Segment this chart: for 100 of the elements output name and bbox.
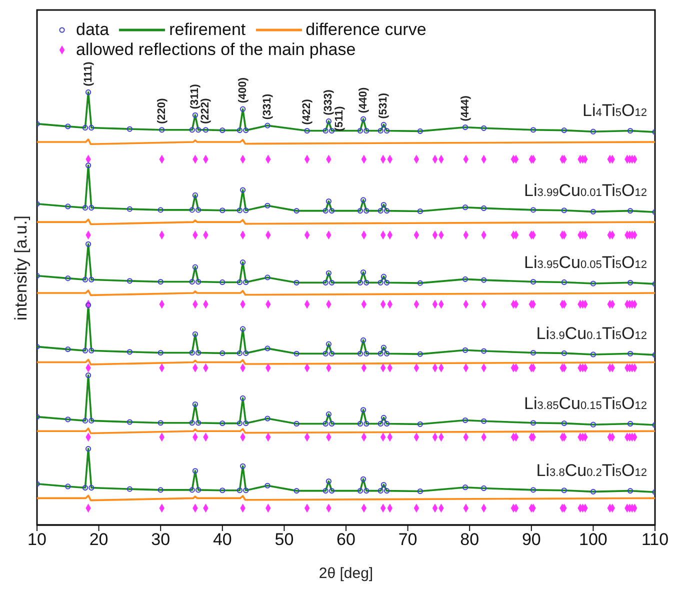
point bbox=[65, 416, 71, 422]
point bbox=[322, 128, 328, 134]
point bbox=[85, 446, 92, 452]
point bbox=[294, 208, 300, 214]
point bbox=[364, 128, 370, 134]
point bbox=[158, 420, 164, 426]
point bbox=[88, 204, 94, 211]
x-tick-label: 30 bbox=[151, 530, 170, 550]
point bbox=[357, 420, 364, 427]
point bbox=[88, 276, 94, 282]
x-tick-label: 100 bbox=[579, 530, 608, 550]
point bbox=[240, 326, 246, 332]
annotation: (220) bbox=[156, 98, 168, 124]
point bbox=[462, 417, 468, 424]
point bbox=[360, 197, 366, 203]
point bbox=[294, 350, 300, 356]
x-tick-label: 40 bbox=[212, 530, 232, 550]
point bbox=[88, 484, 94, 491]
point bbox=[236, 420, 243, 426]
point bbox=[158, 278, 164, 285]
annotation: Li$_{3.99}$Cu$_{0.01}$Ti$_{5}$O$_{12}$ bbox=[524, 180, 647, 200]
point bbox=[82, 204, 88, 211]
point bbox=[328, 350, 335, 356]
point bbox=[294, 488, 300, 494]
point bbox=[236, 279, 243, 286]
point bbox=[196, 278, 202, 285]
point bbox=[264, 274, 270, 280]
point bbox=[294, 420, 300, 427]
point bbox=[82, 124, 88, 131]
point bbox=[417, 351, 423, 357]
point bbox=[304, 128, 310, 134]
point bbox=[85, 302, 92, 308]
point bbox=[590, 352, 596, 358]
point bbox=[590, 488, 596, 494]
annotation: (311) bbox=[189, 84, 202, 110]
x-tick-label: 10 bbox=[28, 530, 46, 550]
point bbox=[88, 418, 94, 424]
point bbox=[384, 488, 390, 494]
point bbox=[357, 128, 364, 134]
annotation: (531) bbox=[378, 92, 390, 119]
point bbox=[236, 208, 243, 214]
point bbox=[326, 118, 332, 124]
point bbox=[357, 488, 364, 494]
point bbox=[481, 418, 487, 424]
point bbox=[378, 488, 384, 494]
point bbox=[326, 341, 332, 347]
point bbox=[384, 128, 390, 134]
point bbox=[240, 187, 246, 193]
point bbox=[158, 207, 164, 213]
annotation: (440) bbox=[357, 87, 370, 114]
point bbox=[364, 350, 370, 356]
point bbox=[220, 350, 226, 356]
point bbox=[322, 280, 328, 286]
point bbox=[82, 276, 88, 282]
point bbox=[236, 488, 243, 494]
point bbox=[561, 488, 567, 494]
legend-label: refirement bbox=[169, 20, 246, 40]
point bbox=[243, 488, 249, 494]
annotation: Li$_{3.95}$Cu$_{0.05}$Ti$_{5}$O$_{12}$ bbox=[524, 252, 647, 272]
annotation: (333) bbox=[322, 89, 335, 116]
point bbox=[417, 421, 423, 427]
point bbox=[220, 208, 226, 214]
point bbox=[264, 202, 270, 208]
annotation: Li$_{3.9}$Cu$_{0.1}$Ti$_{5}$O$_{12}$ bbox=[536, 323, 647, 342]
point bbox=[417, 280, 423, 286]
annotation: (422) bbox=[301, 98, 314, 125]
point bbox=[530, 278, 536, 285]
point bbox=[264, 122, 270, 128]
point bbox=[158, 487, 164, 493]
point bbox=[158, 350, 164, 356]
point bbox=[240, 106, 246, 112]
point bbox=[357, 350, 364, 356]
point bbox=[264, 482, 270, 488]
point bbox=[481, 205, 487, 212]
point bbox=[462, 347, 468, 353]
point bbox=[360, 269, 366, 276]
point bbox=[243, 208, 249, 214]
point bbox=[243, 420, 249, 426]
point bbox=[627, 128, 634, 134]
point bbox=[530, 127, 536, 133]
point bbox=[220, 279, 226, 286]
point bbox=[126, 126, 132, 132]
point bbox=[561, 279, 567, 286]
point bbox=[192, 264, 198, 270]
point bbox=[88, 124, 94, 131]
point bbox=[326, 270, 332, 276]
point bbox=[590, 422, 596, 428]
point bbox=[65, 484, 71, 490]
point bbox=[328, 420, 335, 427]
point bbox=[380, 344, 386, 350]
point bbox=[328, 280, 335, 286]
point bbox=[240, 395, 246, 401]
point bbox=[85, 89, 92, 96]
point bbox=[326, 478, 332, 484]
point bbox=[322, 488, 328, 494]
point bbox=[380, 414, 386, 420]
point bbox=[417, 488, 423, 494]
annotation: (444) bbox=[459, 95, 472, 122]
point bbox=[364, 208, 370, 214]
point bbox=[243, 350, 249, 356]
